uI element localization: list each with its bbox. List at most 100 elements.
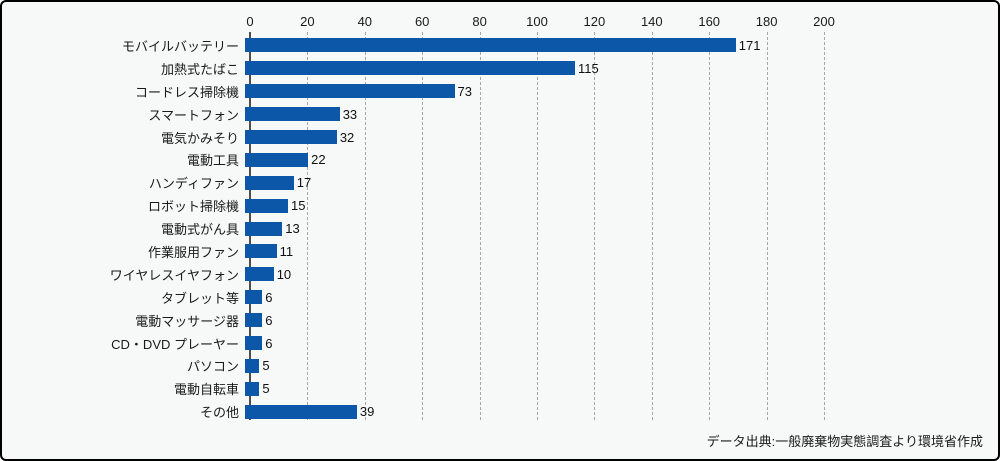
bar <box>245 107 340 122</box>
bar-row: ハンディファン 17 <box>2 171 998 194</box>
category-label: 電動工具 <box>186 153 239 169</box>
category-label: ハンディファン <box>148 176 239 192</box>
category-label: モバイルバッテリー <box>121 38 239 54</box>
value-label: 5 <box>262 381 270 397</box>
bar <box>245 267 274 282</box>
bar-track: 5 <box>245 377 819 400</box>
bar <box>245 61 576 76</box>
bar <box>245 244 277 259</box>
category-label: コードレス掃除機 <box>134 84 239 100</box>
bar-track: 39 <box>245 400 819 423</box>
bar-row: モバイルバッテリー 171 <box>2 34 998 57</box>
x-tick-label: 60 <box>414 14 430 29</box>
bar <box>245 152 309 167</box>
category-label: 電動自転車 <box>173 382 239 398</box>
value-label: 32 <box>339 129 355 145</box>
category-label: 電気かみそり <box>160 130 239 146</box>
category-label: スマートフォン <box>148 107 239 123</box>
bar <box>245 38 736 53</box>
x-axis: 0 20 40 60 80 100 120 140 160 180 200 <box>246 13 834 31</box>
value-label: 171 <box>738 37 761 53</box>
bar-track: 73 <box>245 80 819 103</box>
value-label: 6 <box>265 335 273 351</box>
bar-track: 32 <box>245 126 819 149</box>
value-label: 5 <box>262 358 270 374</box>
bar-row: 電動自転車 5 <box>2 377 998 400</box>
bar-row: パソコン 5 <box>2 354 998 377</box>
category-label: その他 <box>199 405 239 421</box>
bar <box>245 313 263 328</box>
bar-track: 17 <box>245 171 819 194</box>
value-label: 17 <box>296 175 312 191</box>
value-label: 13 <box>285 221 300 237</box>
bar-row: ロボット掃除機 15 <box>2 194 998 217</box>
category-label: 電動式がん具 <box>160 222 239 238</box>
x-tick-label: 180 <box>755 14 778 29</box>
category-label: タブレット等 <box>160 290 239 306</box>
bar <box>245 358 260 373</box>
bar-row: コードレス掃除機 73 <box>2 80 998 103</box>
source-note: データ出典:一般廃棄物実態調査より環境省作成 <box>706 434 983 449</box>
bar-track: 171 <box>245 34 819 57</box>
bar-track: 5 <box>245 354 819 377</box>
value-label: 10 <box>276 266 292 282</box>
bar <box>245 404 357 419</box>
bar <box>245 130 337 144</box>
category-label: 加熱式たばこ <box>160 61 239 77</box>
value-label: 22 <box>311 152 326 168</box>
bar-track: 115 <box>245 57 819 80</box>
bar <box>245 336 263 351</box>
bar <box>245 175 294 190</box>
value-label: 6 <box>265 289 273 305</box>
value-label: 6 <box>265 312 273 328</box>
bar-row: 電動工具 22 <box>2 148 998 171</box>
bar <box>245 84 455 99</box>
x-tick-label: 160 <box>698 14 721 29</box>
bar-track: 6 <box>245 309 819 332</box>
bar-row: 作業服用ファン 11 <box>2 240 998 263</box>
value-label: 73 <box>457 83 472 99</box>
category-label: ロボット掃除機 <box>147 199 239 215</box>
bar-row: スマートフォン 33 <box>2 103 998 126</box>
bar <box>245 221 283 236</box>
bar-track: 22 <box>245 148 819 171</box>
category-label: 作業服用ファン <box>147 244 239 260</box>
x-tick-label: 140 <box>640 14 663 29</box>
x-tick-label: 20 <box>300 14 315 29</box>
x-tick-label: 80 <box>472 14 487 29</box>
bar-track: 33 <box>245 103 819 126</box>
bar-track: 13 <box>245 217 819 240</box>
bar-track: 10 <box>245 263 819 286</box>
bar-row: ワイヤレスイヤフォン 10 <box>2 263 998 286</box>
x-tick-label: 200 <box>813 14 835 29</box>
value-label: 15 <box>291 198 306 214</box>
value-label: 33 <box>342 106 358 122</box>
bar-track: 15 <box>245 194 819 217</box>
category-label: CD・DVD プレーヤー <box>111 336 239 352</box>
category-label: 電動マッサージ器 <box>135 313 239 329</box>
x-tick-label: 100 <box>526 14 548 29</box>
category-label: パソコン <box>186 359 239 375</box>
bar <box>245 290 263 305</box>
category-label: ワイヤレスイヤフォン <box>109 267 239 283</box>
bar <box>245 381 260 396</box>
bar-row: 電気かみそり 32 <box>2 126 998 149</box>
bar-row: その他 39 <box>2 400 998 423</box>
x-tick-label: 40 <box>357 14 373 29</box>
bar-row: 電動マッサージ器 6 <box>2 309 998 332</box>
bar-rows: モバイルバッテリー 171 加熱式たばこ 115 コードレス掃除機 73 スマートフォン 33… <box>2 34 998 423</box>
bar <box>245 198 289 213</box>
x-tick-label: 0 <box>246 14 254 29</box>
bar-track: 6 <box>245 286 819 309</box>
value-label: 11 <box>279 243 294 259</box>
bar-track: 11 <box>245 240 819 263</box>
bar-track: 6 <box>245 332 819 355</box>
bar-row: CD・DVD プレーヤー 6 <box>2 332 998 355</box>
value-label: 39 <box>359 404 375 420</box>
bar-row: 加熱式たばこ 115 <box>2 57 998 80</box>
value-label: 115 <box>578 60 599 76</box>
x-tick-label: 120 <box>583 14 606 29</box>
bar-row: 電動式がん具 13 <box>2 217 998 240</box>
bar-row: タブレット等 6 <box>2 286 998 309</box>
